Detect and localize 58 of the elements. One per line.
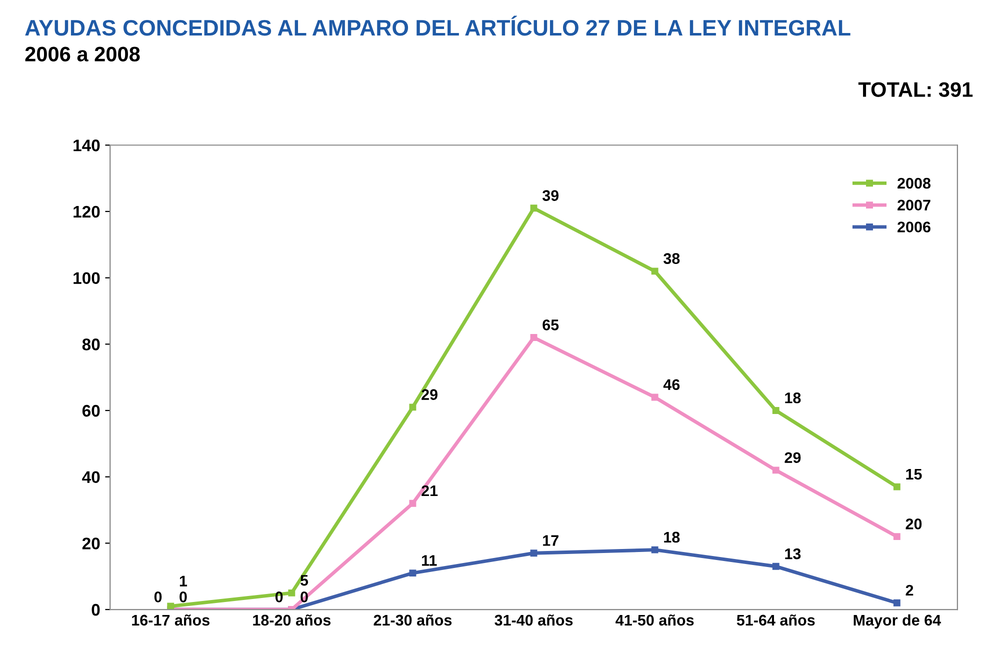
- annotation: 0: [180, 592, 187, 602]
- point: [409, 570, 416, 577]
- y-tick-label: 100: [74, 272, 100, 284]
- y-tick-label: 60: [82, 404, 100, 417]
- point: [530, 204, 538, 212]
- point: [893, 599, 900, 606]
- annotation: 17: [543, 535, 558, 546]
- point: [893, 483, 900, 490]
- point: [772, 562, 780, 570]
- annotation: 29: [784, 452, 801, 464]
- annotation: 1: [180, 576, 188, 586]
- point: [409, 500, 416, 507]
- legend-label: 2008: [898, 178, 931, 189]
- y-tick-label: 120: [74, 206, 100, 218]
- point: [530, 550, 538, 557]
- point: [530, 334, 538, 341]
- annotation: 0: [300, 592, 308, 602]
- point: [772, 466, 780, 474]
- x-tick-label: 18-20 años: [253, 614, 331, 626]
- annotation: 65: [542, 320, 559, 330]
- annotation: 5: [300, 575, 308, 586]
- y-tick-label: 80: [82, 338, 100, 350]
- annotation: 21: [422, 485, 438, 496]
- annotation: 2: [906, 584, 914, 596]
- annotation: 46: [663, 379, 680, 390]
- annotation: 38: [664, 253, 680, 264]
- chart-title: AYUDAS CONCEDIDAS AL AMPARO DEL ARTÍCULO 27 DE LA LEY INTEGRAL: [25, 16, 850, 36]
- x-tick-label: 16-17 años: [132, 614, 210, 626]
- legend-label: 2007: [898, 200, 930, 211]
- annotation: 11: [422, 555, 437, 566]
- text: TOTAL: 391: [858, 82, 973, 97]
- annotation: 13: [785, 548, 801, 560]
- point: [651, 546, 658, 554]
- legend-label: 2006: [898, 222, 930, 232]
- annotation: 29: [422, 389, 438, 400]
- point: [409, 404, 416, 411]
- annotation: 39: [542, 190, 559, 201]
- y-tick-label: 40: [82, 471, 100, 484]
- chart-subtitle: 2006 a 2008: [25, 46, 140, 62]
- x-tick-label: 41-50 años: [616, 614, 694, 626]
- annotation: 18: [785, 392, 801, 404]
- annotation: 20: [906, 518, 922, 530]
- annotation: 18: [664, 532, 680, 543]
- point: [167, 602, 174, 610]
- y-tick-label: 140: [74, 140, 100, 152]
- point: [651, 268, 658, 275]
- annotation: 15: [906, 468, 922, 480]
- y-tick-label: 20: [82, 538, 100, 550]
- x-tick-label: 21-30 años: [374, 614, 452, 626]
- x-tick-label: 31-40 años: [494, 614, 573, 626]
- point: [651, 394, 658, 401]
- x-tick-label: Mayor de 64: [854, 614, 941, 629]
- x-tick-label: 51-64 años: [736, 614, 815, 626]
- point: [772, 407, 780, 414]
- point: [288, 589, 296, 596]
- point: [893, 533, 900, 540]
- y-tick-label: 0: [92, 604, 100, 616]
- annotation: 0: [154, 592, 162, 602]
